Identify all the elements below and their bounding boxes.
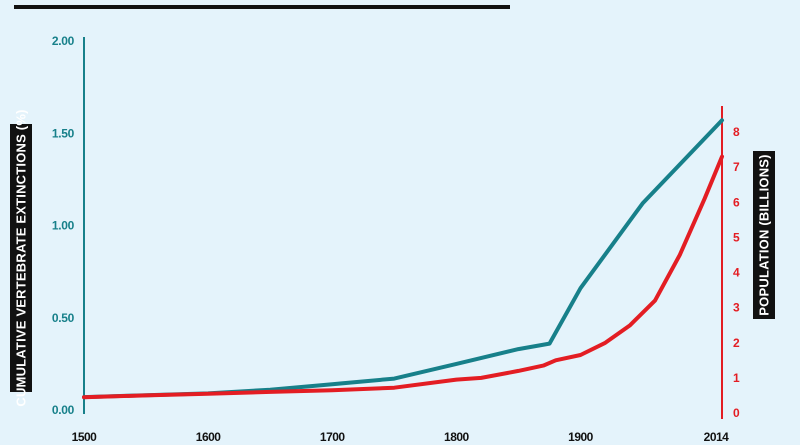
extinctions-line xyxy=(82,118,724,400)
right-axis-title: POPULATION (BILLIONS) xyxy=(757,154,772,315)
top-rule xyxy=(14,5,510,9)
series-lines xyxy=(82,118,724,400)
right-axis-title-bg xyxy=(753,151,775,319)
right-y-tick-label: 1 xyxy=(733,371,740,385)
x-tick-labels: 1500 1600 1700 1800 1900 2014 xyxy=(72,430,730,444)
right-y-tick-label: 4 xyxy=(733,266,740,280)
x-tick-label: 1500 xyxy=(72,430,98,444)
left-y-tick-label: 0.50 xyxy=(52,311,75,325)
left-y-tick-label: 0.00 xyxy=(52,403,75,417)
right-y-tick-label: 0 xyxy=(733,406,740,420)
left-axis-title: CUMULATIVE VERTEBRATE EXTINCTIONS (%) xyxy=(14,109,29,406)
x-tick-label: 1900 xyxy=(568,430,594,444)
right-y-tick-label: 8 xyxy=(733,125,740,139)
left-y-tick-label: 1.50 xyxy=(52,126,75,140)
left-axis-title-block: CUMULATIVE VERTEBRATE EXTINCTIONS (%) xyxy=(10,109,32,407)
right-axis-title-block: POPULATION (BILLIONS) xyxy=(753,151,775,319)
right-y-tick-label: 7 xyxy=(733,160,740,174)
right-y-tick-label: 5 xyxy=(733,230,740,244)
left-axis-title-bg xyxy=(10,124,32,392)
right-y-tick-labels: 0 1 2 3 4 5 6 7 8 xyxy=(733,125,740,420)
right-y-tick-label: 3 xyxy=(733,301,740,315)
left-y-tick-labels: 0.00 0.50 1.00 1.50 2.00 xyxy=(52,34,75,417)
x-tick-label: 2014 xyxy=(704,430,730,444)
x-tick-label: 1700 xyxy=(320,430,346,444)
left-y-tick-label: 2.00 xyxy=(52,34,75,48)
x-tick-label: 1800 xyxy=(444,430,470,444)
x-tick-label: 1600 xyxy=(196,430,222,444)
right-y-tick-label: 6 xyxy=(733,195,740,209)
right-y-tick-label: 2 xyxy=(733,336,740,350)
population-line xyxy=(82,154,724,400)
left-y-tick-label: 1.00 xyxy=(52,219,75,233)
